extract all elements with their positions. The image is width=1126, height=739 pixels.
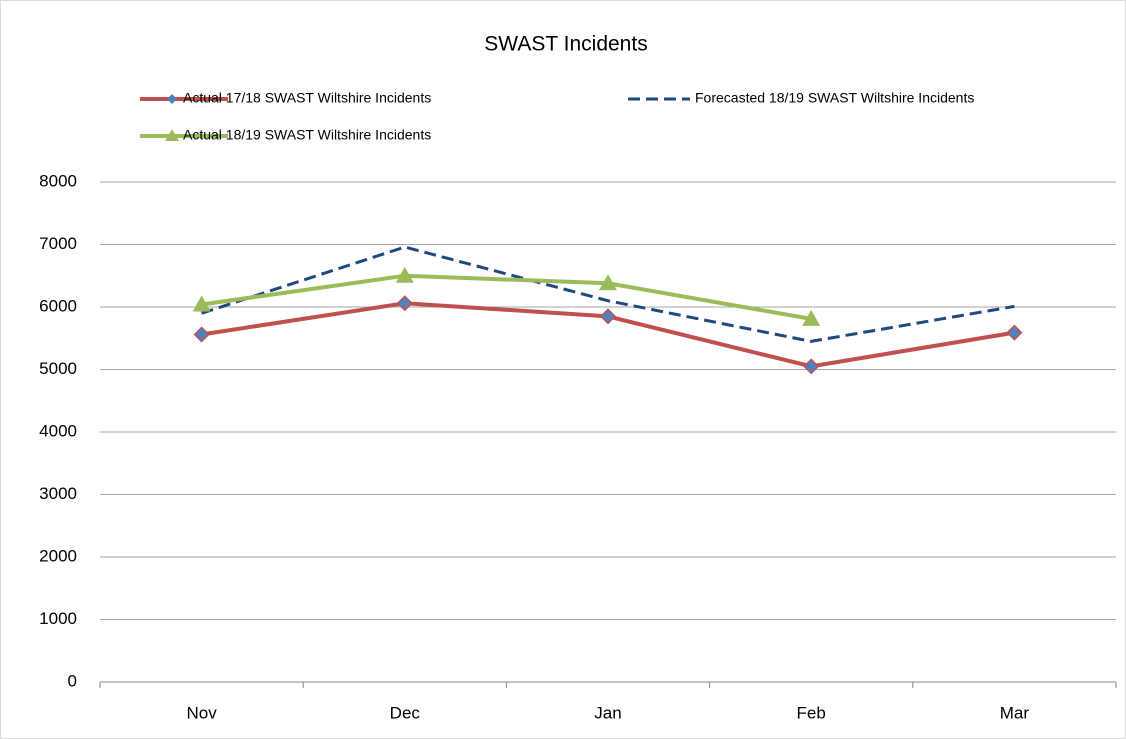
marker <box>1006 324 1023 341</box>
legend-label: Actual 18/19 SWAST Wiltshire Incidents <box>183 127 431 143</box>
marker <box>802 309 821 326</box>
x-tick-label: Dec <box>390 703 421 722</box>
y-tick-label: 4000 <box>39 421 77 440</box>
legend-label: Actual 17/18 SWAST Wiltshire Incidents <box>183 90 431 106</box>
marker <box>192 295 211 312</box>
x-tick-label: Feb <box>797 703 826 722</box>
y-tick-label: 0 <box>68 671 77 690</box>
y-tick-label: 3000 <box>39 484 77 503</box>
legend-marker <box>167 94 177 104</box>
x-tick-label: Nov <box>186 703 217 722</box>
legend-marker <box>165 129 179 141</box>
x-tick-label: Jan <box>594 703 621 722</box>
marker <box>395 266 414 283</box>
y-tick-label: 6000 <box>39 296 77 315</box>
series-line <box>201 245 1015 343</box>
marker <box>599 274 617 291</box>
y-tick-label: 2000 <box>39 546 77 565</box>
x-tick-label: Mar <box>1000 703 1030 722</box>
marker <box>599 308 617 325</box>
y-tick-label: 1000 <box>39 609 77 628</box>
y-tick-label: 7000 <box>39 234 77 253</box>
y-tick-label: 5000 <box>39 359 77 378</box>
y-tick-label: 8000 <box>39 171 77 190</box>
marker <box>803 358 820 375</box>
marker <box>193 326 210 343</box>
legend-label: Forecasted 18/19 SWAST Wiltshire Inciden… <box>695 90 974 106</box>
series-line <box>201 273 812 321</box>
marker <box>396 295 413 312</box>
chart-title: SWAST Incidents <box>484 33 647 56</box>
